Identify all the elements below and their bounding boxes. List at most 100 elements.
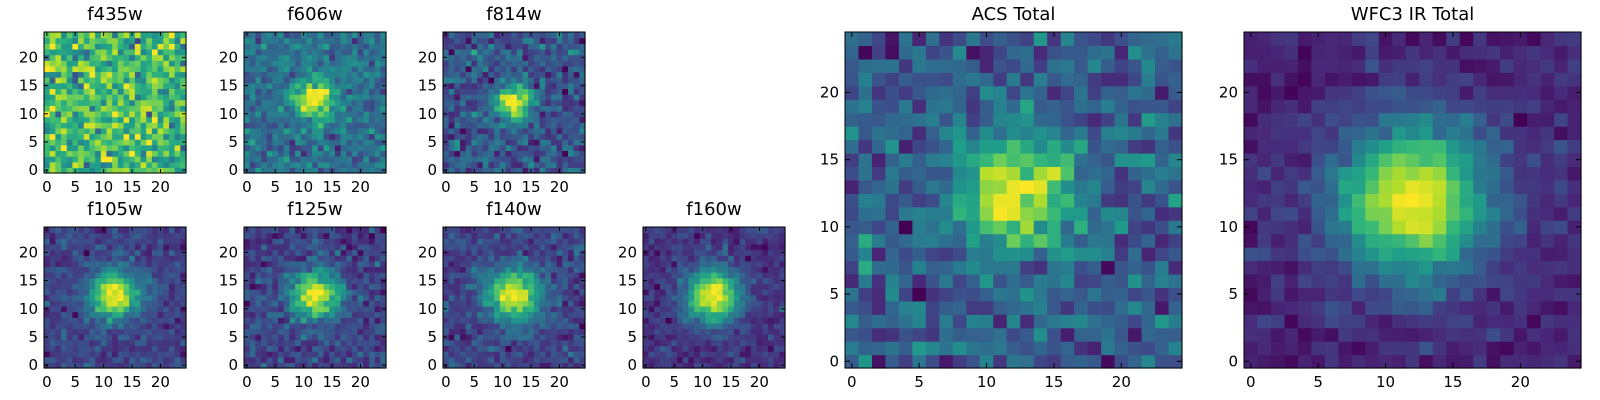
pixel-cell [123, 116, 130, 123]
pixel-cell [671, 277, 678, 284]
pixel-cell [374, 54, 381, 61]
pixel-cell [323, 37, 330, 44]
pixel-cell [374, 266, 381, 273]
pixel-cell [363, 277, 370, 284]
pixel-cell [665, 238, 672, 245]
pixel-cell [499, 77, 507, 84]
pixel-cell [329, 94, 336, 101]
pixel-cell [363, 161, 370, 168]
pixel-cell [488, 317, 495, 324]
pixel-cell [1114, 233, 1129, 248]
pixel-cell [157, 351, 164, 358]
pixel-cell [61, 277, 68, 284]
pixel-cell [283, 94, 291, 101]
pixel-cell [146, 37, 153, 44]
pixel-cell [562, 294, 569, 301]
pixel-cell [368, 82, 376, 89]
panel-acs-total: ACS Total 0 5 10 15 20 0 5 10 15 20 [820, 4, 1183, 391]
pixel-cell [898, 233, 913, 248]
pixel-cell [61, 227, 68, 234]
pixel-cell [699, 345, 707, 352]
pixel-cell [1006, 166, 1021, 181]
pixel-cell [465, 167, 472, 174]
pixel-cell [306, 255, 313, 262]
pixel-cell [1006, 206, 1021, 221]
pixel-cell [677, 227, 684, 234]
pixel-cell [117, 150, 125, 157]
pixel-cell [61, 249, 68, 256]
pixel-cell [912, 206, 927, 221]
pixel-cell [448, 88, 455, 95]
pixel-cell [312, 227, 319, 234]
pixel-cell [671, 305, 678, 313]
pixel-cell [72, 150, 79, 157]
pixel-cell [295, 232, 302, 239]
pixel-cell [505, 232, 512, 239]
pixel-cell [1155, 341, 1170, 356]
pixel-cell [665, 277, 672, 284]
pixel-cell [465, 362, 472, 369]
pixel-cell [471, 300, 478, 307]
pixel-cell [244, 144, 251, 152]
pixel-cell [83, 150, 91, 157]
pixel-cell [460, 249, 467, 256]
pixel-cell [677, 351, 684, 358]
pixel-cell [255, 351, 262, 358]
pixel-cell [283, 328, 291, 335]
pixel-cell [346, 82, 353, 89]
pixel-cell [648, 328, 655, 335]
pixel-cell [454, 167, 461, 174]
pixel-cell [180, 260, 187, 268]
pixel-cell [380, 99, 387, 106]
pixel-cell [329, 317, 336, 324]
pixel-cell [351, 65, 359, 73]
pixel-cell [528, 300, 535, 307]
pixel-cell [654, 305, 661, 313]
pixel-cell [579, 99, 586, 106]
pixel-cell [494, 122, 501, 129]
pixel-cell [711, 289, 718, 296]
pixel-cell [272, 243, 279, 251]
pixel-cell [272, 351, 279, 358]
pixel-cell [174, 156, 181, 163]
pixel-cell [61, 65, 68, 73]
pixel-cell [705, 289, 712, 296]
pixel-cell [482, 133, 490, 140]
pixel-cell [323, 65, 330, 73]
pixel-cell [117, 116, 125, 123]
pixel-cell [533, 255, 541, 262]
pixel-cell [562, 60, 569, 67]
pixel-cell [72, 249, 79, 256]
pixel-cell [289, 300, 296, 307]
pixel-cell [140, 289, 147, 296]
pixel-cell [180, 60, 187, 67]
pixel-cell [494, 37, 501, 44]
pixel-cell [66, 156, 73, 163]
pixel-cell [261, 227, 268, 234]
pixel-cell [55, 65, 62, 73]
pixel-cell [261, 294, 268, 301]
pixel-cell [511, 71, 518, 78]
pixel-cell [255, 317, 262, 324]
pixel-cell [323, 300, 330, 307]
pixel-cell [516, 266, 524, 273]
pixel-cell [255, 272, 262, 279]
pixel-cell [49, 37, 56, 44]
pixel-cell [374, 243, 381, 251]
pixel-cell [112, 356, 119, 363]
pixel-cell [516, 289, 524, 296]
pixel-cell [660, 255, 667, 262]
pixel-cell [694, 311, 701, 318]
pixel-cell [351, 94, 359, 101]
pixel-cell [579, 48, 586, 56]
pixel-cell [44, 161, 51, 168]
pixel-cell [499, 328, 507, 335]
pixel-cell [266, 54, 273, 61]
pixel-cell [779, 339, 786, 347]
pixel-cell [44, 60, 51, 67]
pixel-cell [180, 283, 187, 290]
pixel-cell [477, 311, 484, 318]
pixel-cell [716, 249, 724, 256]
pixel-cell [83, 328, 91, 335]
pixel-cell [482, 294, 490, 301]
